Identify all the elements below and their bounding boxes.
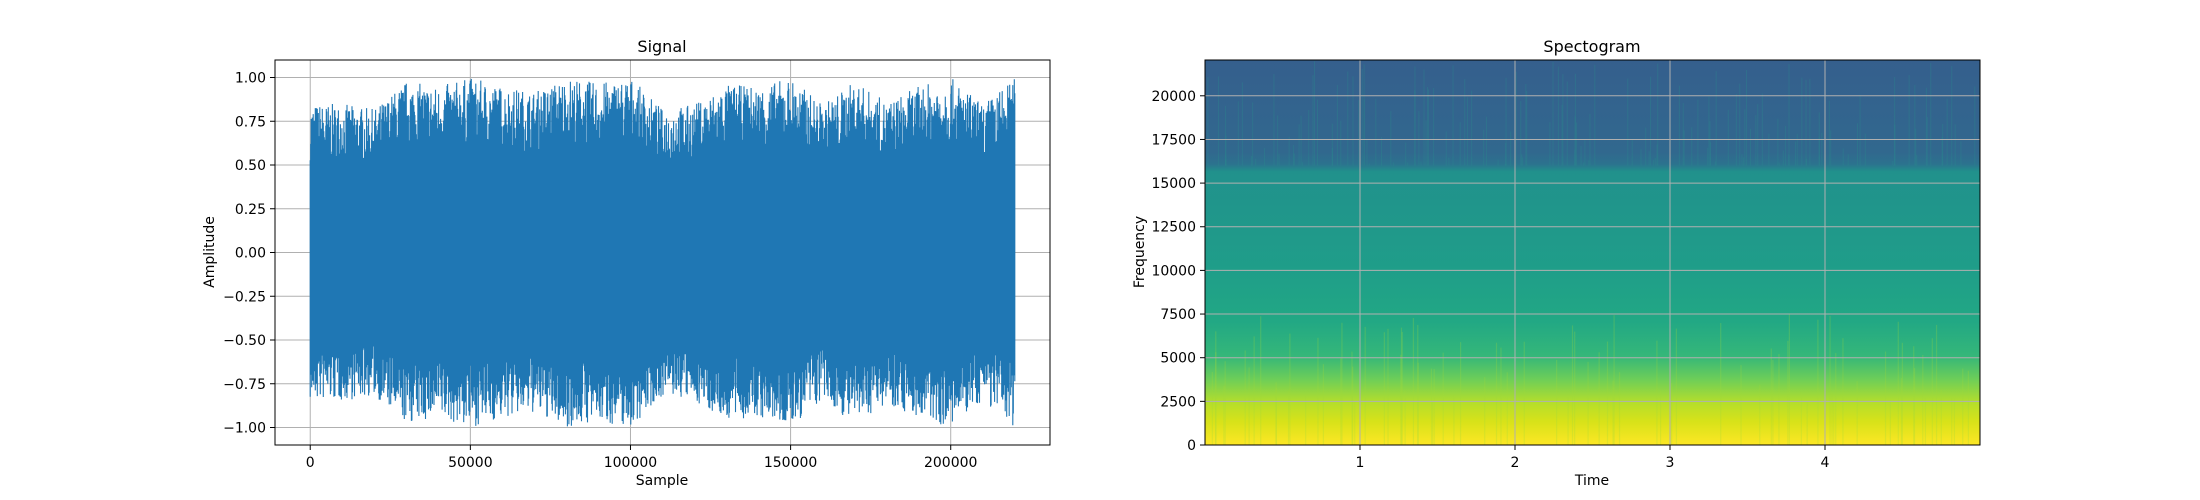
y-tick-label: 15000 (1151, 176, 1196, 192)
signal-y-label: Amplitude (202, 216, 218, 288)
spectrogram-x-label: Time (1574, 473, 1609, 489)
spectrogram-chart: Spectogram 1 2 3 4 0 2500 5000 7500 10000 12500 1… (1132, 37, 1981, 489)
y-tick-label: 0.75 (235, 114, 266, 130)
x-tick-label: 150000 (764, 455, 817, 471)
spectrogram-y-label: Frequency (1132, 216, 1148, 288)
y-tick-label: −0.25 (223, 289, 266, 305)
y-tick-label: 7500 (1160, 307, 1196, 323)
signal-chart: Signal 0 50000 100000 150000 200000 1.00 0.75… (202, 37, 1051, 489)
y-tick-label: −0.50 (223, 333, 266, 349)
signal-y-ticks: 1.00 0.75 0.50 0.25 0.00 −0.25 −0.50 −0.75 −1.00 (223, 71, 275, 437)
y-tick-label: 0.50 (235, 158, 266, 174)
y-tick-label: 12500 (1151, 220, 1196, 236)
x-tick-label: 100000 (604, 455, 657, 471)
signal-title: Signal (637, 37, 686, 56)
spectrogram-x-ticks: 1 2 3 4 (1356, 445, 1830, 471)
y-tick-label: 17500 (1151, 132, 1196, 148)
x-tick-label: 200000 (924, 455, 977, 471)
y-tick-label: 10000 (1151, 263, 1196, 279)
x-tick-label: 4 (1821, 455, 1830, 471)
y-tick-label: 2500 (1160, 394, 1196, 410)
y-tick-label: 1.00 (235, 71, 266, 87)
spectrogram-y-ticks: 0 2500 5000 7500 10000 12500 15000 17500 20000 (1151, 89, 1205, 454)
y-tick-label: 0 (1187, 438, 1196, 454)
spectrogram-plot-frame (1204, 59, 1981, 446)
x-tick-label: 1 (1356, 455, 1365, 471)
y-tick-label: 5000 (1160, 351, 1196, 367)
signal-waveform (309, 78, 1016, 427)
spectrogram-title: Spectogram (1543, 37, 1640, 56)
y-tick-label: 0.00 (235, 246, 266, 262)
y-tick-label: −0.75 (223, 377, 266, 393)
signal-x-ticks: 0 50000 100000 150000 200000 (306, 445, 977, 471)
y-tick-label: 0.25 (235, 202, 266, 218)
spectrogram-heatmap (1205, 60, 1980, 445)
y-tick-label: 20000 (1151, 89, 1196, 105)
x-tick-label: 2 (1511, 455, 1520, 471)
x-tick-label: 50000 (448, 455, 493, 471)
signal-waveform-line (309, 78, 1016, 427)
spectrogram-time-texture (1207, 61, 1976, 445)
signal-x-label: Sample (636, 473, 689, 489)
x-tick-label: 3 (1666, 455, 1675, 471)
y-tick-label: −1.00 (223, 421, 266, 437)
x-tick-label: 0 (306, 455, 315, 471)
